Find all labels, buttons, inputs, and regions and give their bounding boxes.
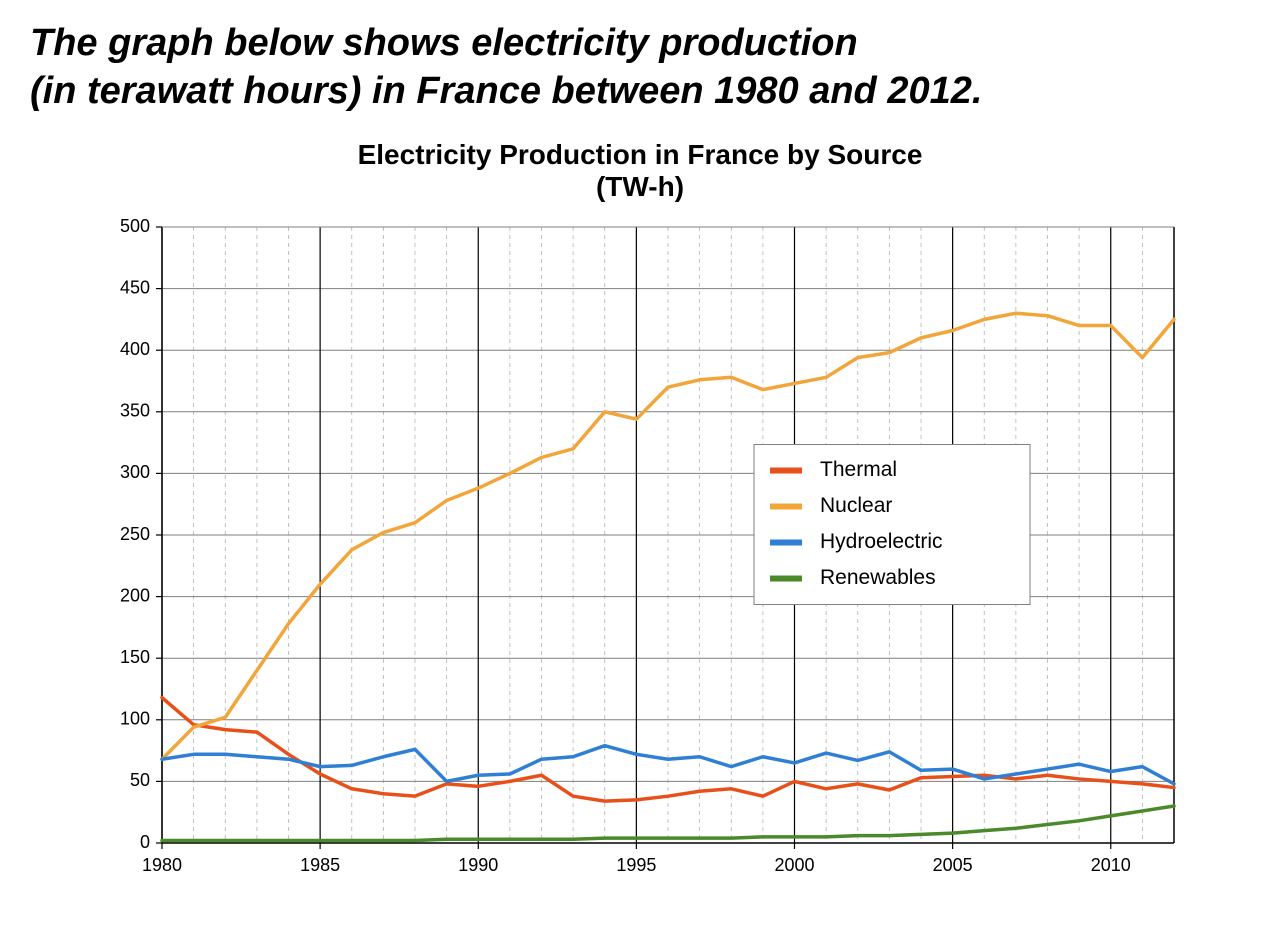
chart-frame: 0 50 100 150 200 250 300 350 400 450 500 1980 1985 19… — [84, 209, 1196, 891]
line-chart: 0 50 100 150 200 250 300 350 400 450 500 1980 1985 19… — [84, 209, 1196, 891]
y-tick-label: 50 — [130, 770, 150, 790]
legend-swatch — [770, 468, 802, 474]
y-tick-label: 250 — [120, 524, 150, 544]
legend-label: Nuclear — [820, 494, 892, 517]
y-tick-label: 400 — [120, 339, 150, 359]
legend-swatch — [770, 540, 802, 546]
x-tick-label: 1985 — [300, 855, 340, 875]
x-tick-label: 2010 — [1091, 855, 1131, 875]
x-tick-label: 1980 — [142, 855, 182, 875]
legend-label: Renewables — [820, 566, 936, 589]
x-tick-label: 1990 — [458, 855, 498, 875]
y-tick-label: 450 — [120, 277, 150, 297]
x-tick-label: 2005 — [933, 855, 973, 875]
y-tick-label: 0 — [140, 832, 150, 852]
page-heading: The graph below shows electricity produc… — [30, 20, 1250, 115]
legend-label: Hydroelectric — [820, 530, 943, 553]
x-tick-label: 1995 — [616, 855, 656, 875]
x-tick-label: 2000 — [774, 855, 814, 875]
y-tick-label: 300 — [120, 462, 150, 482]
y-tick-label: 100 — [120, 709, 150, 729]
y-tick-label: 200 — [120, 585, 150, 605]
legend-label: Thermal — [820, 458, 897, 481]
legend-swatch — [770, 504, 802, 510]
y-tick-label: 150 — [120, 647, 150, 667]
legend: Thermal Nuclear Hydroelectric Renewables — [754, 445, 1030, 605]
y-tick-label: 500 — [120, 216, 150, 236]
chart-container: Electricity Production in France by Sour… — [30, 139, 1250, 896]
chart-title: Electricity Production in France by Sour… — [30, 139, 1250, 203]
legend-swatch — [770, 576, 802, 582]
y-tick-label: 350 — [120, 401, 150, 421]
